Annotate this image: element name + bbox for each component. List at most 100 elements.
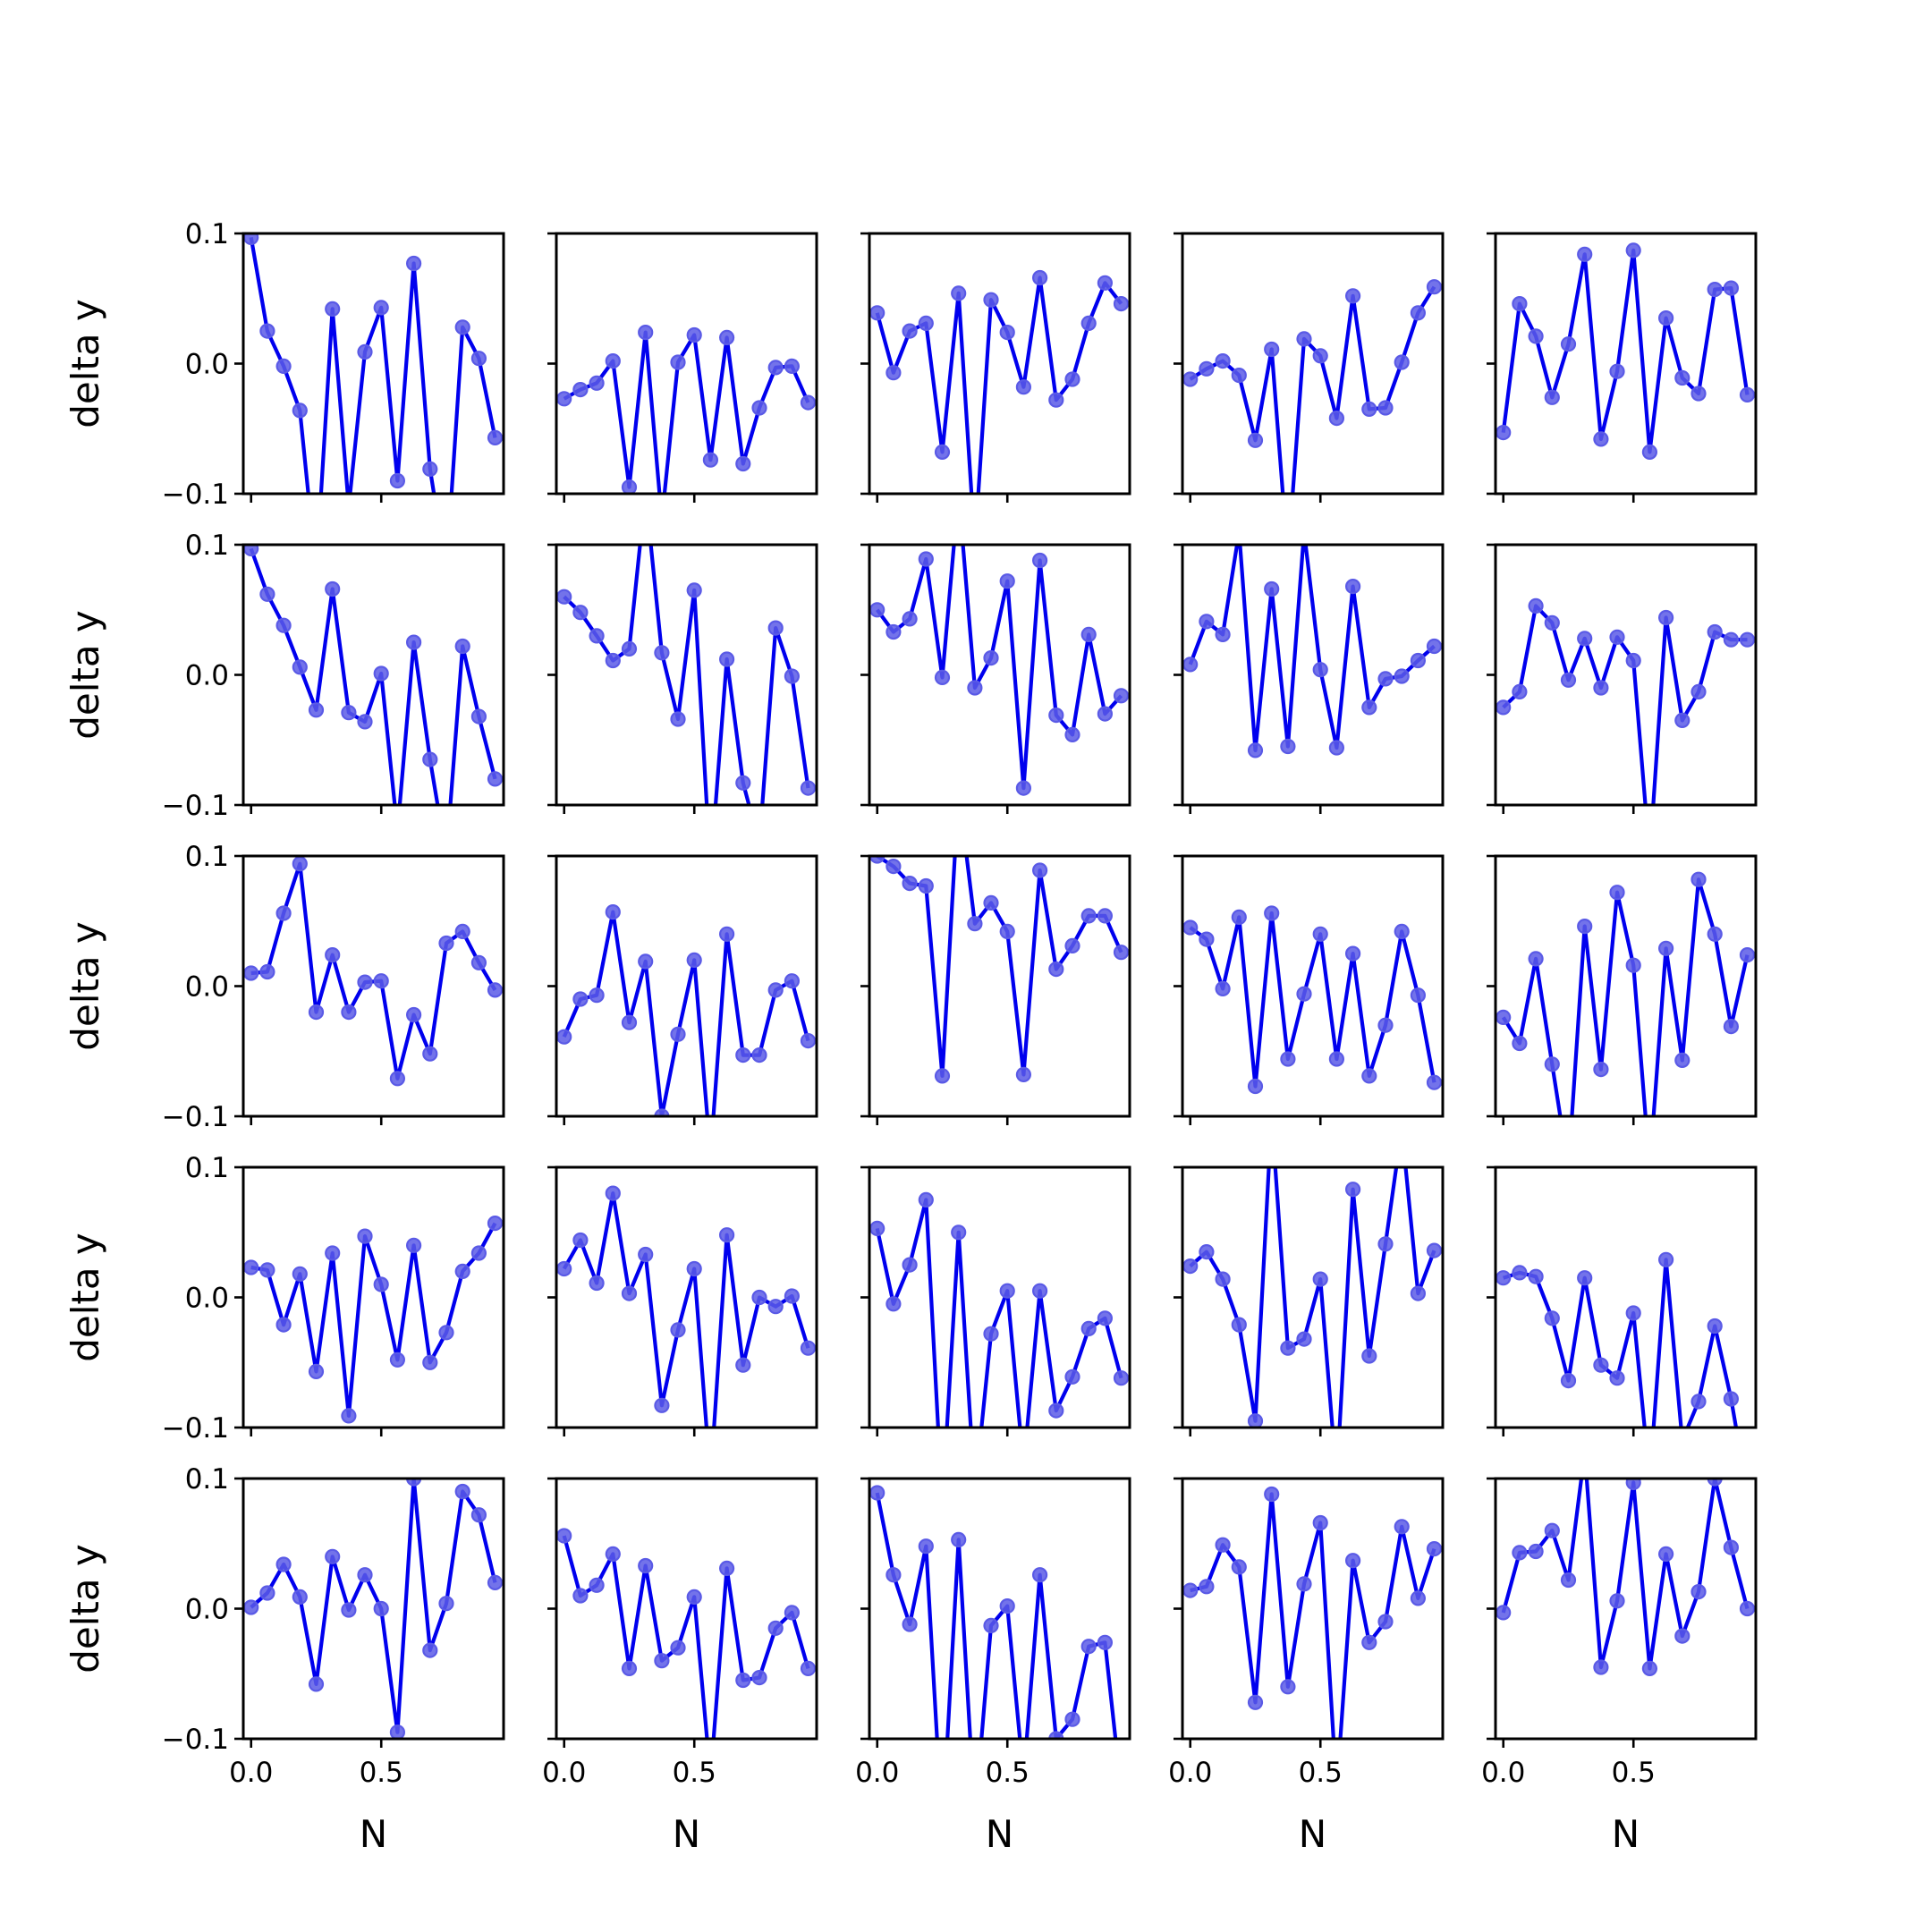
axes-frame bbox=[868, 854, 1131, 1118]
data-point bbox=[718, 651, 735, 667]
data-point bbox=[1625, 242, 1641, 258]
data-point bbox=[1312, 348, 1328, 364]
data-point bbox=[605, 903, 621, 920]
x-tick-label: 0.5 bbox=[673, 1757, 716, 1789]
data-point bbox=[952, 784, 965, 798]
data-point bbox=[1496, 425, 1512, 441]
subplot-r3-c3 bbox=[860, 784, 1131, 1125]
data-point bbox=[1080, 1639, 1097, 1655]
data-point bbox=[1609, 629, 1625, 645]
data-point bbox=[670, 711, 686, 727]
subplot-r1-c1: 0.1 0.0 −0.1 delta y bbox=[64, 218, 505, 579]
data-point bbox=[1690, 1394, 1707, 1410]
axes-frame bbox=[242, 543, 505, 807]
data-point bbox=[902, 875, 918, 892]
data-point bbox=[470, 1245, 487, 1261]
data-point bbox=[1512, 1035, 1528, 1052]
data-point bbox=[1182, 371, 1199, 387]
data-point bbox=[1215, 1271, 1231, 1287]
data-point bbox=[1739, 946, 1756, 963]
y-tick-label: 0.0 bbox=[185, 1283, 229, 1315]
data-point bbox=[1593, 1357, 1609, 1373]
data-point bbox=[1377, 1614, 1394, 1630]
data-point bbox=[869, 305, 886, 321]
data-point bbox=[1641, 1660, 1658, 1677]
data-point bbox=[357, 1228, 373, 1244]
data-point bbox=[605, 652, 621, 669]
data-point bbox=[621, 479, 638, 494]
data-point bbox=[1048, 392, 1064, 408]
data-point bbox=[718, 329, 735, 345]
data-point bbox=[243, 1259, 259, 1275]
y-tick-label: 0.0 bbox=[185, 349, 229, 381]
data-point bbox=[589, 1275, 605, 1292]
data-point bbox=[1723, 1018, 1740, 1035]
data-point bbox=[389, 472, 405, 489]
data-point bbox=[1048, 1402, 1064, 1419]
data-point bbox=[470, 954, 487, 970]
x-tick-label: 0.5 bbox=[1612, 1757, 1656, 1789]
data-point bbox=[983, 292, 999, 308]
data-point bbox=[1528, 1268, 1544, 1284]
data-point bbox=[605, 1185, 621, 1201]
data-point bbox=[325, 580, 341, 597]
subplot-r1-c4 bbox=[1174, 232, 1445, 503]
data-point bbox=[1593, 1659, 1609, 1675]
y-tick-label: −0.1 bbox=[162, 790, 229, 822]
y-axis-label: delta y bbox=[64, 1233, 107, 1362]
data-point bbox=[1609, 1593, 1625, 1609]
data-point bbox=[1361, 1348, 1377, 1364]
data-point bbox=[243, 1599, 259, 1615]
data-point bbox=[702, 452, 719, 468]
data-point bbox=[718, 1560, 735, 1577]
data-point bbox=[454, 923, 470, 940]
axes-frame bbox=[868, 543, 1131, 807]
data-point bbox=[934, 669, 951, 686]
data-point bbox=[704, 1148, 717, 1162]
data-point bbox=[259, 323, 275, 339]
data-point bbox=[1674, 712, 1690, 729]
data-point bbox=[292, 659, 308, 675]
data-point bbox=[440, 565, 453, 579]
data-point bbox=[454, 319, 470, 335]
axes-frame bbox=[242, 1165, 505, 1429]
data-point bbox=[1264, 1486, 1280, 1503]
data-point bbox=[406, 1237, 422, 1253]
y-tick-label: −0.1 bbox=[162, 1412, 229, 1445]
data-point bbox=[1312, 1271, 1328, 1287]
data-point bbox=[1690, 683, 1707, 700]
data-point bbox=[886, 1567, 902, 1583]
series-line bbox=[250, 1479, 497, 1734]
data-point bbox=[1231, 1317, 1247, 1333]
data-point bbox=[308, 1676, 325, 1692]
data-point bbox=[422, 1354, 438, 1370]
series-group bbox=[556, 903, 817, 1162]
data-point bbox=[1739, 1600, 1756, 1617]
subplot-r2-c2 bbox=[547, 543, 818, 814]
data-point bbox=[1264, 580, 1280, 597]
data-point bbox=[1233, 525, 1246, 538]
series-line bbox=[249, 547, 497, 805]
data-point bbox=[1577, 1270, 1593, 1286]
data-point bbox=[1690, 1583, 1707, 1600]
data-point bbox=[1113, 1370, 1130, 1386]
data-point bbox=[1344, 578, 1361, 595]
data-point bbox=[292, 1589, 308, 1606]
data-point bbox=[902, 1616, 918, 1632]
data-point bbox=[1064, 371, 1080, 387]
data-point bbox=[556, 1260, 572, 1277]
data-point bbox=[1231, 909, 1247, 926]
x-tick-label: 0.0 bbox=[542, 1757, 586, 1789]
series-line bbox=[875, 275, 1123, 494]
data-point bbox=[342, 500, 355, 513]
data-point bbox=[1739, 631, 1756, 648]
data-point bbox=[784, 1288, 801, 1304]
axes-frame bbox=[242, 1477, 505, 1741]
data-point bbox=[999, 923, 1015, 940]
data-point bbox=[767, 620, 784, 636]
data-point bbox=[1593, 1061, 1609, 1078]
data-point bbox=[406, 1479, 422, 1487]
data-point bbox=[1048, 961, 1064, 978]
axes-frame bbox=[1181, 1477, 1445, 1741]
series-group bbox=[1182, 279, 1443, 494]
